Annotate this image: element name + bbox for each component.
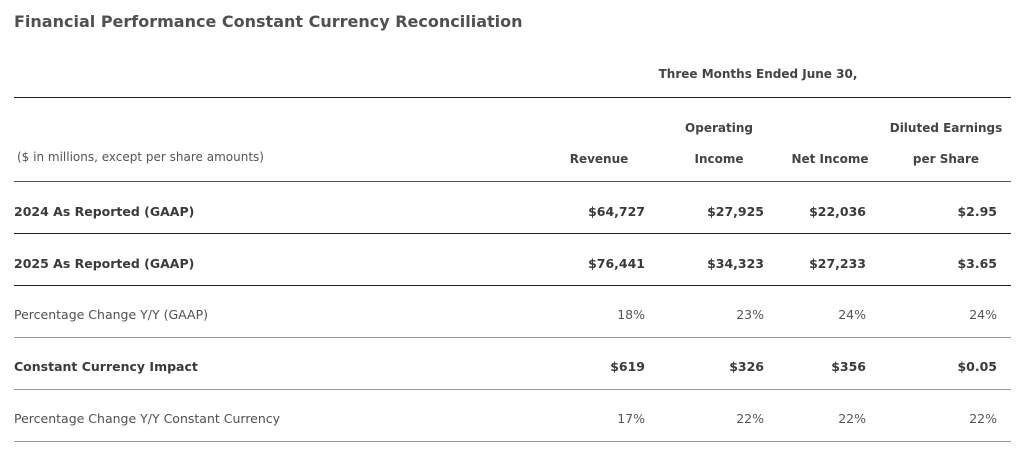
row-divider: [14, 233, 1011, 234]
cell-cc-impact-revenue: $619: [610, 359, 645, 374]
cell-2025-eps: $3.65: [957, 256, 997, 271]
cell-pct-gaap-revenue: 18%: [617, 307, 645, 322]
row-divider: [14, 389, 1011, 390]
cell-2025-operating-income: $34,323: [707, 256, 764, 271]
page-title: Financial Performance Constant Currency …: [14, 12, 523, 31]
column-header-operating-line2: Income: [694, 152, 744, 166]
cell-2024-net-income: $22,036: [809, 204, 866, 219]
row-label-percentage-change-cc: Percentage Change Y/Y Constant Currency: [14, 411, 281, 426]
unit-note: ($ in millions, except per share amounts…: [17, 150, 264, 164]
table-bottom-rule: [14, 441, 1011, 442]
cell-cc-impact-eps: $0.05: [957, 359, 997, 374]
cell-pct-cc-revenue: 17%: [617, 411, 645, 426]
cell-2025-net-income: $27,233: [809, 256, 866, 271]
cell-2024-revenue: $64,727: [588, 204, 645, 219]
column-header-eps-line1: Diluted Earnings: [889, 121, 1003, 135]
cell-pct-cc-eps: 22%: [969, 411, 997, 426]
cell-pct-gaap-operating-income: 23%: [736, 307, 764, 322]
cell-pct-gaap-eps: 24%: [969, 307, 997, 322]
header-bottom-rule: [14, 181, 1011, 182]
cell-cc-impact-operating-income: $326: [729, 359, 764, 374]
cell-pct-gaap-net-income: 24%: [838, 307, 866, 322]
row-label-percentage-change-gaap: Percentage Change Y/Y (GAAP): [14, 307, 209, 322]
row-label-2025-reported: 2025 As Reported (GAAP): [14, 256, 195, 271]
row-divider: [14, 285, 1011, 286]
row-label-2024-reported: 2024 As Reported (GAAP): [14, 204, 195, 219]
column-header-revenue: Revenue: [569, 152, 629, 166]
cell-cc-impact-net-income: $356: [831, 359, 866, 374]
column-header-operating-line1: Operating: [685, 121, 753, 135]
column-header-net-income: Net Income: [791, 152, 869, 166]
cell-pct-cc-net-income: 22%: [838, 411, 866, 426]
row-divider: [14, 337, 1011, 338]
cell-2024-eps: $2.95: [957, 204, 997, 219]
cell-2024-operating-income: $27,925: [707, 204, 764, 219]
column-header-eps-line2: per Share: [912, 152, 980, 166]
cell-2025-revenue: $76,441: [588, 256, 645, 271]
row-label-constant-currency-impact: Constant Currency Impact: [14, 359, 198, 374]
header-top-rule: [14, 97, 1011, 98]
period-header: Three Months Ended June 30,: [658, 67, 858, 81]
cell-pct-cc-operating-income: 22%: [736, 411, 764, 426]
